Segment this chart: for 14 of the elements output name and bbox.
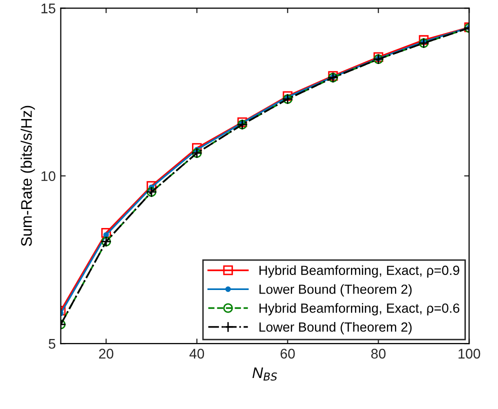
legend-label: Hybrid Beamforming, Exact, ρ=0.6	[260, 303, 460, 316]
x-tick-label: 80	[371, 348, 386, 359]
x-tick-label: 20	[99, 348, 114, 359]
y-tick-label: 5	[48, 339, 56, 349]
legend-label: Hybrid Beamforming, Exact, ρ=0.9	[260, 265, 460, 278]
x-tick-label: 100	[458, 348, 480, 359]
x-tick-label: 40	[189, 348, 204, 359]
y-axis-title: Sum-Rate (bits/s/Hz)	[20, 106, 35, 246]
x-axis-title: N$_{BS}$	[252, 367, 277, 381]
x-tick-label: 60	[280, 348, 295, 359]
legend-label: Lower Bound (Theorem 2)	[260, 322, 412, 334]
legend-label: Lower Bound (Theorem 2)	[260, 284, 412, 297]
y-tick-label: 15	[42, 4, 56, 14]
y-tick-label: 10	[42, 171, 56, 182]
